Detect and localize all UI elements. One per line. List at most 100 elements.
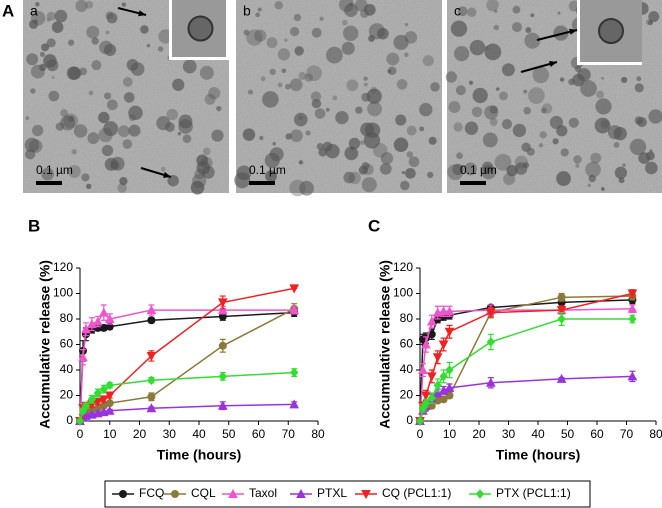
- scale-bar: [249, 181, 275, 185]
- marker: [147, 316, 156, 325]
- marker: [556, 306, 567, 316]
- particle: [272, 142, 276, 146]
- marker: [93, 388, 103, 398]
- inset-particle: [598, 18, 624, 44]
- particle: [304, 73, 313, 82]
- x-tick-label: 80: [649, 427, 662, 441]
- particle: [499, 91, 508, 101]
- panel-label: C: [368, 216, 380, 235]
- y-tick-label: 0: [66, 413, 73, 427]
- particle: [46, 38, 56, 48]
- particle: [35, 2, 40, 7]
- marker: [147, 392, 156, 401]
- particle: [387, 66, 397, 76]
- particle: [406, 151, 414, 158]
- particle: [486, 0, 499, 12]
- marker: [75, 416, 85, 426]
- particle: [269, 68, 276, 76]
- particle: [259, 135, 264, 141]
- particle: [54, 9, 68, 23]
- arrow-head: [549, 60, 557, 67]
- particle: [24, 137, 40, 153]
- particle: [464, 121, 479, 135]
- marker: [427, 393, 436, 403]
- particle: [523, 89, 528, 94]
- y-axis-title: Accumulative release (%): [377, 260, 393, 429]
- particle: [464, 162, 477, 176]
- marker: [81, 400, 91, 411]
- particle: [560, 148, 569, 157]
- marker: [439, 371, 448, 382]
- particle: [284, 38, 288, 42]
- x-axis-title: Time (hours): [157, 447, 242, 463]
- particle: [285, 83, 291, 90]
- x-tick-label: 0: [77, 427, 84, 441]
- marker: [485, 377, 496, 387]
- marker: [104, 313, 115, 323]
- particle: [448, 101, 461, 114]
- marker: [147, 375, 156, 385]
- legend-label: FCQ: [139, 486, 164, 500]
- y-tick-label: 120: [53, 260, 73, 274]
- marker: [104, 391, 115, 401]
- particle: [68, 165, 81, 178]
- marker: [78, 352, 88, 362]
- particle: [122, 77, 133, 87]
- particle: [46, 59, 59, 72]
- particle: [355, 106, 363, 114]
- particle: [636, 117, 647, 128]
- particle: [594, 117, 611, 134]
- particle: [117, 183, 128, 193]
- particle: [367, 101, 383, 117]
- particle: [481, 165, 496, 180]
- particle: [165, 122, 175, 132]
- particle: [87, 132, 100, 145]
- particle: [51, 21, 64, 33]
- marker: [421, 391, 431, 401]
- particle: [46, 11, 56, 21]
- particle: [103, 92, 112, 100]
- particle: [257, 7, 262, 12]
- particle: [585, 161, 601, 178]
- particle: [532, 66, 550, 84]
- marker: [289, 399, 300, 409]
- particle: [99, 40, 113, 55]
- x-tick-label: 50: [222, 427, 236, 441]
- particle: [393, 137, 409, 152]
- particle: [419, 102, 433, 117]
- particle: [41, 43, 50, 52]
- marker: [218, 341, 227, 350]
- marker: [556, 373, 567, 383]
- particle: [172, 78, 185, 91]
- particle: [86, 183, 92, 190]
- particle: [634, 83, 644, 93]
- particle: [325, 46, 343, 64]
- particle: [568, 78, 575, 86]
- marker: [87, 319, 97, 329]
- particle: [298, 71, 307, 81]
- line-chart: C 0 20 40 60 80 100 120 0 10 20 30 40 50 60 70 80 Time (h…: [368, 216, 662, 462]
- particle: [396, 79, 408, 90]
- particle: [298, 160, 304, 165]
- marker: [557, 314, 566, 324]
- particle: [359, 140, 365, 145]
- particle: [29, 139, 43, 153]
- marker: [93, 397, 103, 407]
- particle: [636, 76, 642, 82]
- particle: [557, 11, 561, 15]
- y-tick-label: 100: [393, 286, 413, 300]
- particle: [393, 34, 409, 50]
- particle: [318, 147, 327, 157]
- particle: [106, 12, 118, 24]
- particle: [319, 16, 324, 21]
- particle: [419, 126, 425, 132]
- particle: [452, 163, 464, 176]
- marker: [146, 305, 157, 315]
- particle: [468, 80, 474, 85]
- particle: [60, 115, 76, 131]
- particle: [406, 125, 417, 136]
- marker: [146, 351, 157, 362]
- marker: [433, 380, 442, 391]
- particle: [453, 46, 470, 62]
- particle: [526, 147, 535, 156]
